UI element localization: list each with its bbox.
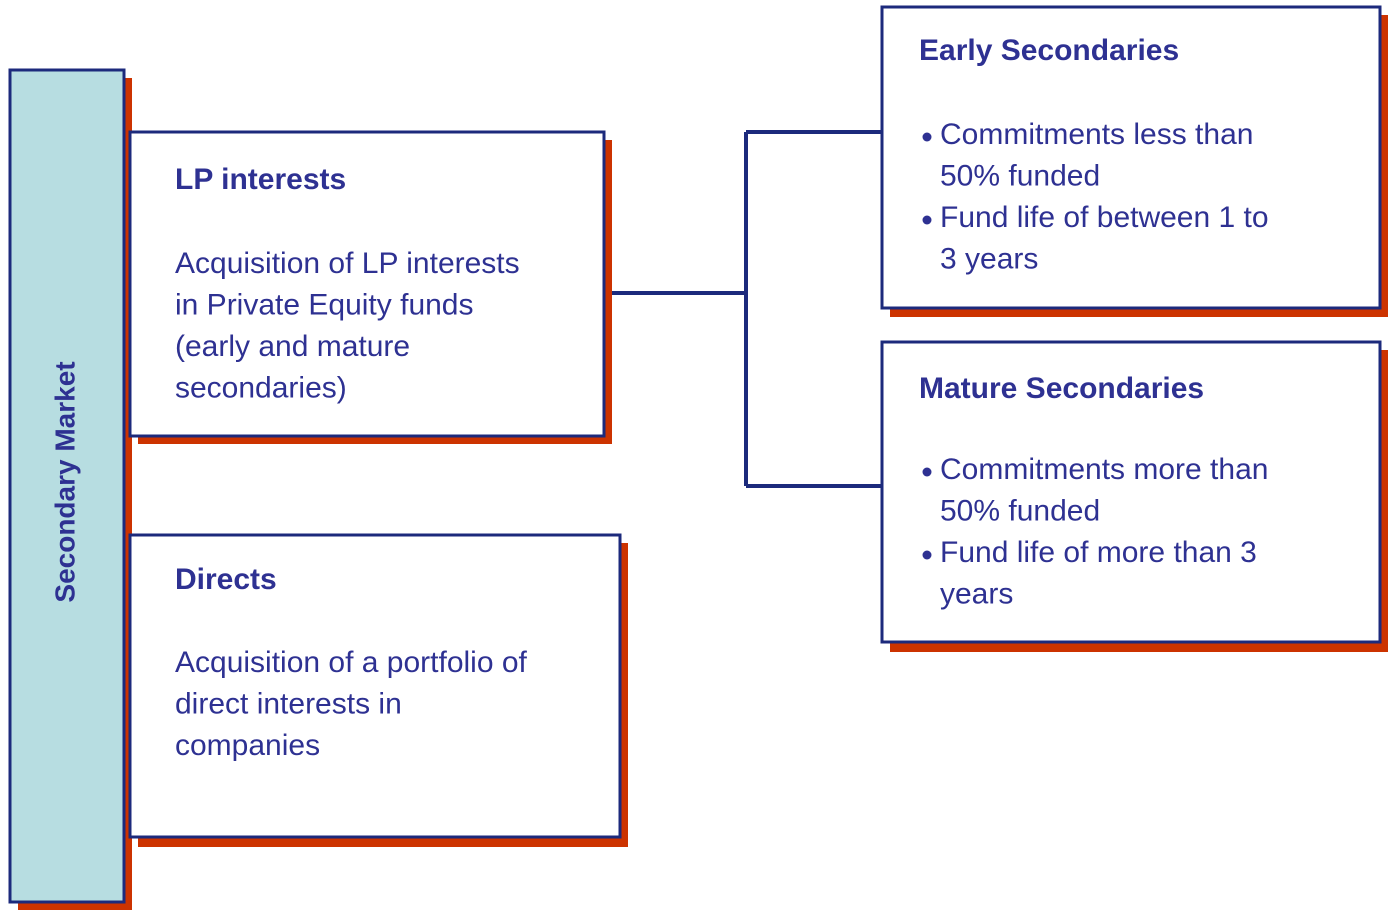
box-text: Acquisition of a portfolio of <box>175 646 528 679</box>
box <box>128 533 622 839</box>
bullet-text: 3 years <box>940 242 1038 275</box>
box-title: LP interests <box>175 163 346 196</box>
bullet-text: Commitments more than <box>940 453 1268 486</box>
box-text: secondaries) <box>175 371 347 404</box>
bullet <box>922 215 932 225</box>
connector <box>604 130 886 488</box>
box-text: in Private Equity funds <box>175 288 474 321</box>
bullet <box>922 467 932 477</box>
bullet-text: 50% funded <box>940 159 1100 192</box>
sidebar-label: Secondary Market <box>49 361 80 602</box>
branch-title: Early Secondaries <box>919 34 1179 67</box>
box <box>880 5 1382 310</box>
box-text: direct interests in <box>175 687 402 720</box>
bullet-text: Fund life of more than 3 <box>940 536 1257 569</box>
box-title: Directs <box>175 563 277 596</box>
box-text: companies <box>175 729 320 762</box>
box-text: (early and mature <box>175 330 410 363</box>
box-text: Acquisition of LP interests <box>175 247 520 280</box>
bullet-text: 50% funded <box>940 494 1100 527</box>
box <box>128 130 606 438</box>
sidebar <box>8 68 126 904</box>
bullet-text: Fund life of between 1 to <box>940 201 1269 234</box>
branch-title: Mature Secondaries <box>919 372 1204 405</box>
bullet-text: years <box>940 577 1013 610</box>
bullet-text: Commitments less than <box>940 118 1253 151</box>
box <box>880 340 1382 644</box>
bullet <box>922 132 932 142</box>
bullet <box>922 550 932 560</box>
